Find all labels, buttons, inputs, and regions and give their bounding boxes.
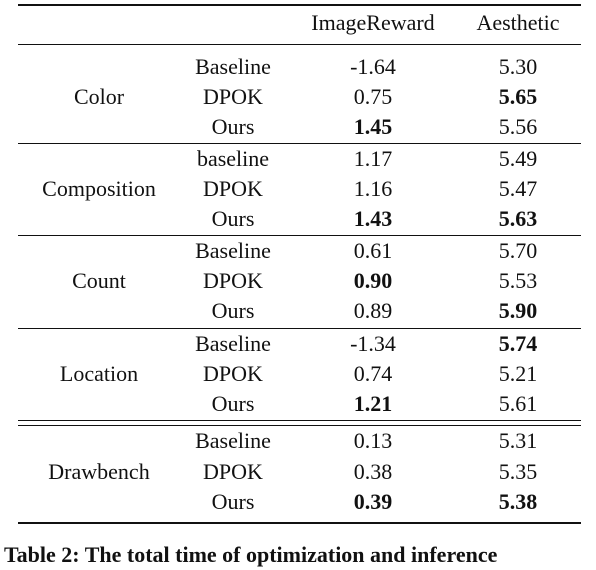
imagereward-cell: 1.17	[353, 146, 393, 171]
aesthetic-cell: 5.70	[498, 238, 538, 263]
aesthetic-cell: 5.90	[498, 298, 538, 323]
category-label: Drawbench	[48, 459, 150, 484]
category-label: Composition	[42, 176, 156, 201]
method-cell: Ours	[211, 489, 255, 514]
imagereward-cell: 1.21	[353, 391, 393, 416]
header-aesthetic: Aesthetic	[476, 10, 560, 35]
imagereward-cell: 0.38	[353, 459, 393, 484]
imagereward-cell: 0.61	[353, 238, 393, 263]
method-cell: DPOK	[203, 459, 263, 484]
aesthetic-cell: 5.56	[498, 114, 538, 139]
aesthetic-cell: 5.38	[498, 489, 538, 514]
method-cell: Ours	[211, 114, 255, 139]
imagereward-cell: 1.43	[353, 206, 393, 231]
header-rule	[18, 44, 581, 45]
imagereward-cell: 0.89	[353, 298, 393, 323]
aesthetic-cell: 5.74	[498, 331, 538, 356]
imagereward-cell: 0.13	[353, 428, 393, 453]
method-cell: DPOK	[203, 268, 263, 293]
imagereward-cell: 1.45	[353, 114, 393, 139]
method-cell: Ours	[211, 206, 255, 231]
imagereward-cell: -1.34	[350, 331, 396, 356]
method-cell: Ours	[211, 298, 255, 323]
aesthetic-cell: 5.31	[498, 428, 538, 453]
method-cell: baseline	[196, 146, 270, 171]
method-cell: DPOK	[203, 176, 263, 201]
double-rule-upper	[18, 420, 581, 421]
double-rule-lower	[18, 425, 581, 426]
table-caption: Table 2: The total time of optimization …	[4, 542, 498, 567]
aesthetic-cell: 5.21	[498, 361, 538, 386]
group-divider	[18, 328, 581, 329]
imagereward-cell: 0.75	[353, 84, 393, 109]
group-divider	[18, 235, 581, 236]
method-cell: Ours	[211, 391, 255, 416]
method-cell: Baseline	[195, 54, 271, 79]
aesthetic-cell: 5.65	[498, 84, 538, 109]
bottom-rule	[18, 522, 581, 524]
aesthetic-cell: 5.49	[498, 146, 538, 171]
aesthetic-cell: 5.63	[498, 206, 538, 231]
method-cell: DPOK	[203, 84, 263, 109]
category-label: Color	[73, 84, 125, 109]
header-imagereward: ImageReward	[311, 10, 435, 35]
method-cell: Baseline	[195, 331, 271, 356]
aesthetic-cell: 5.30	[498, 54, 538, 79]
imagereward-cell: 0.90	[353, 268, 393, 293]
aesthetic-cell: 5.53	[498, 268, 538, 293]
aesthetic-cell: 5.35	[498, 459, 538, 484]
category-label: Count	[72, 268, 126, 293]
category-label: Location	[59, 361, 139, 386]
imagereward-cell: -1.64	[350, 54, 396, 79]
aesthetic-cell: 5.47	[498, 176, 538, 201]
imagereward-cell: 1.16	[353, 176, 393, 201]
aesthetic-cell: 5.61	[498, 391, 538, 416]
method-cell: Baseline	[195, 238, 271, 263]
group-divider	[18, 143, 581, 144]
top-rule	[18, 4, 581, 6]
method-cell: Baseline	[195, 428, 271, 453]
imagereward-cell: 0.39	[353, 489, 393, 514]
method-cell: DPOK	[203, 361, 263, 386]
imagereward-cell: 0.74	[353, 361, 393, 386]
